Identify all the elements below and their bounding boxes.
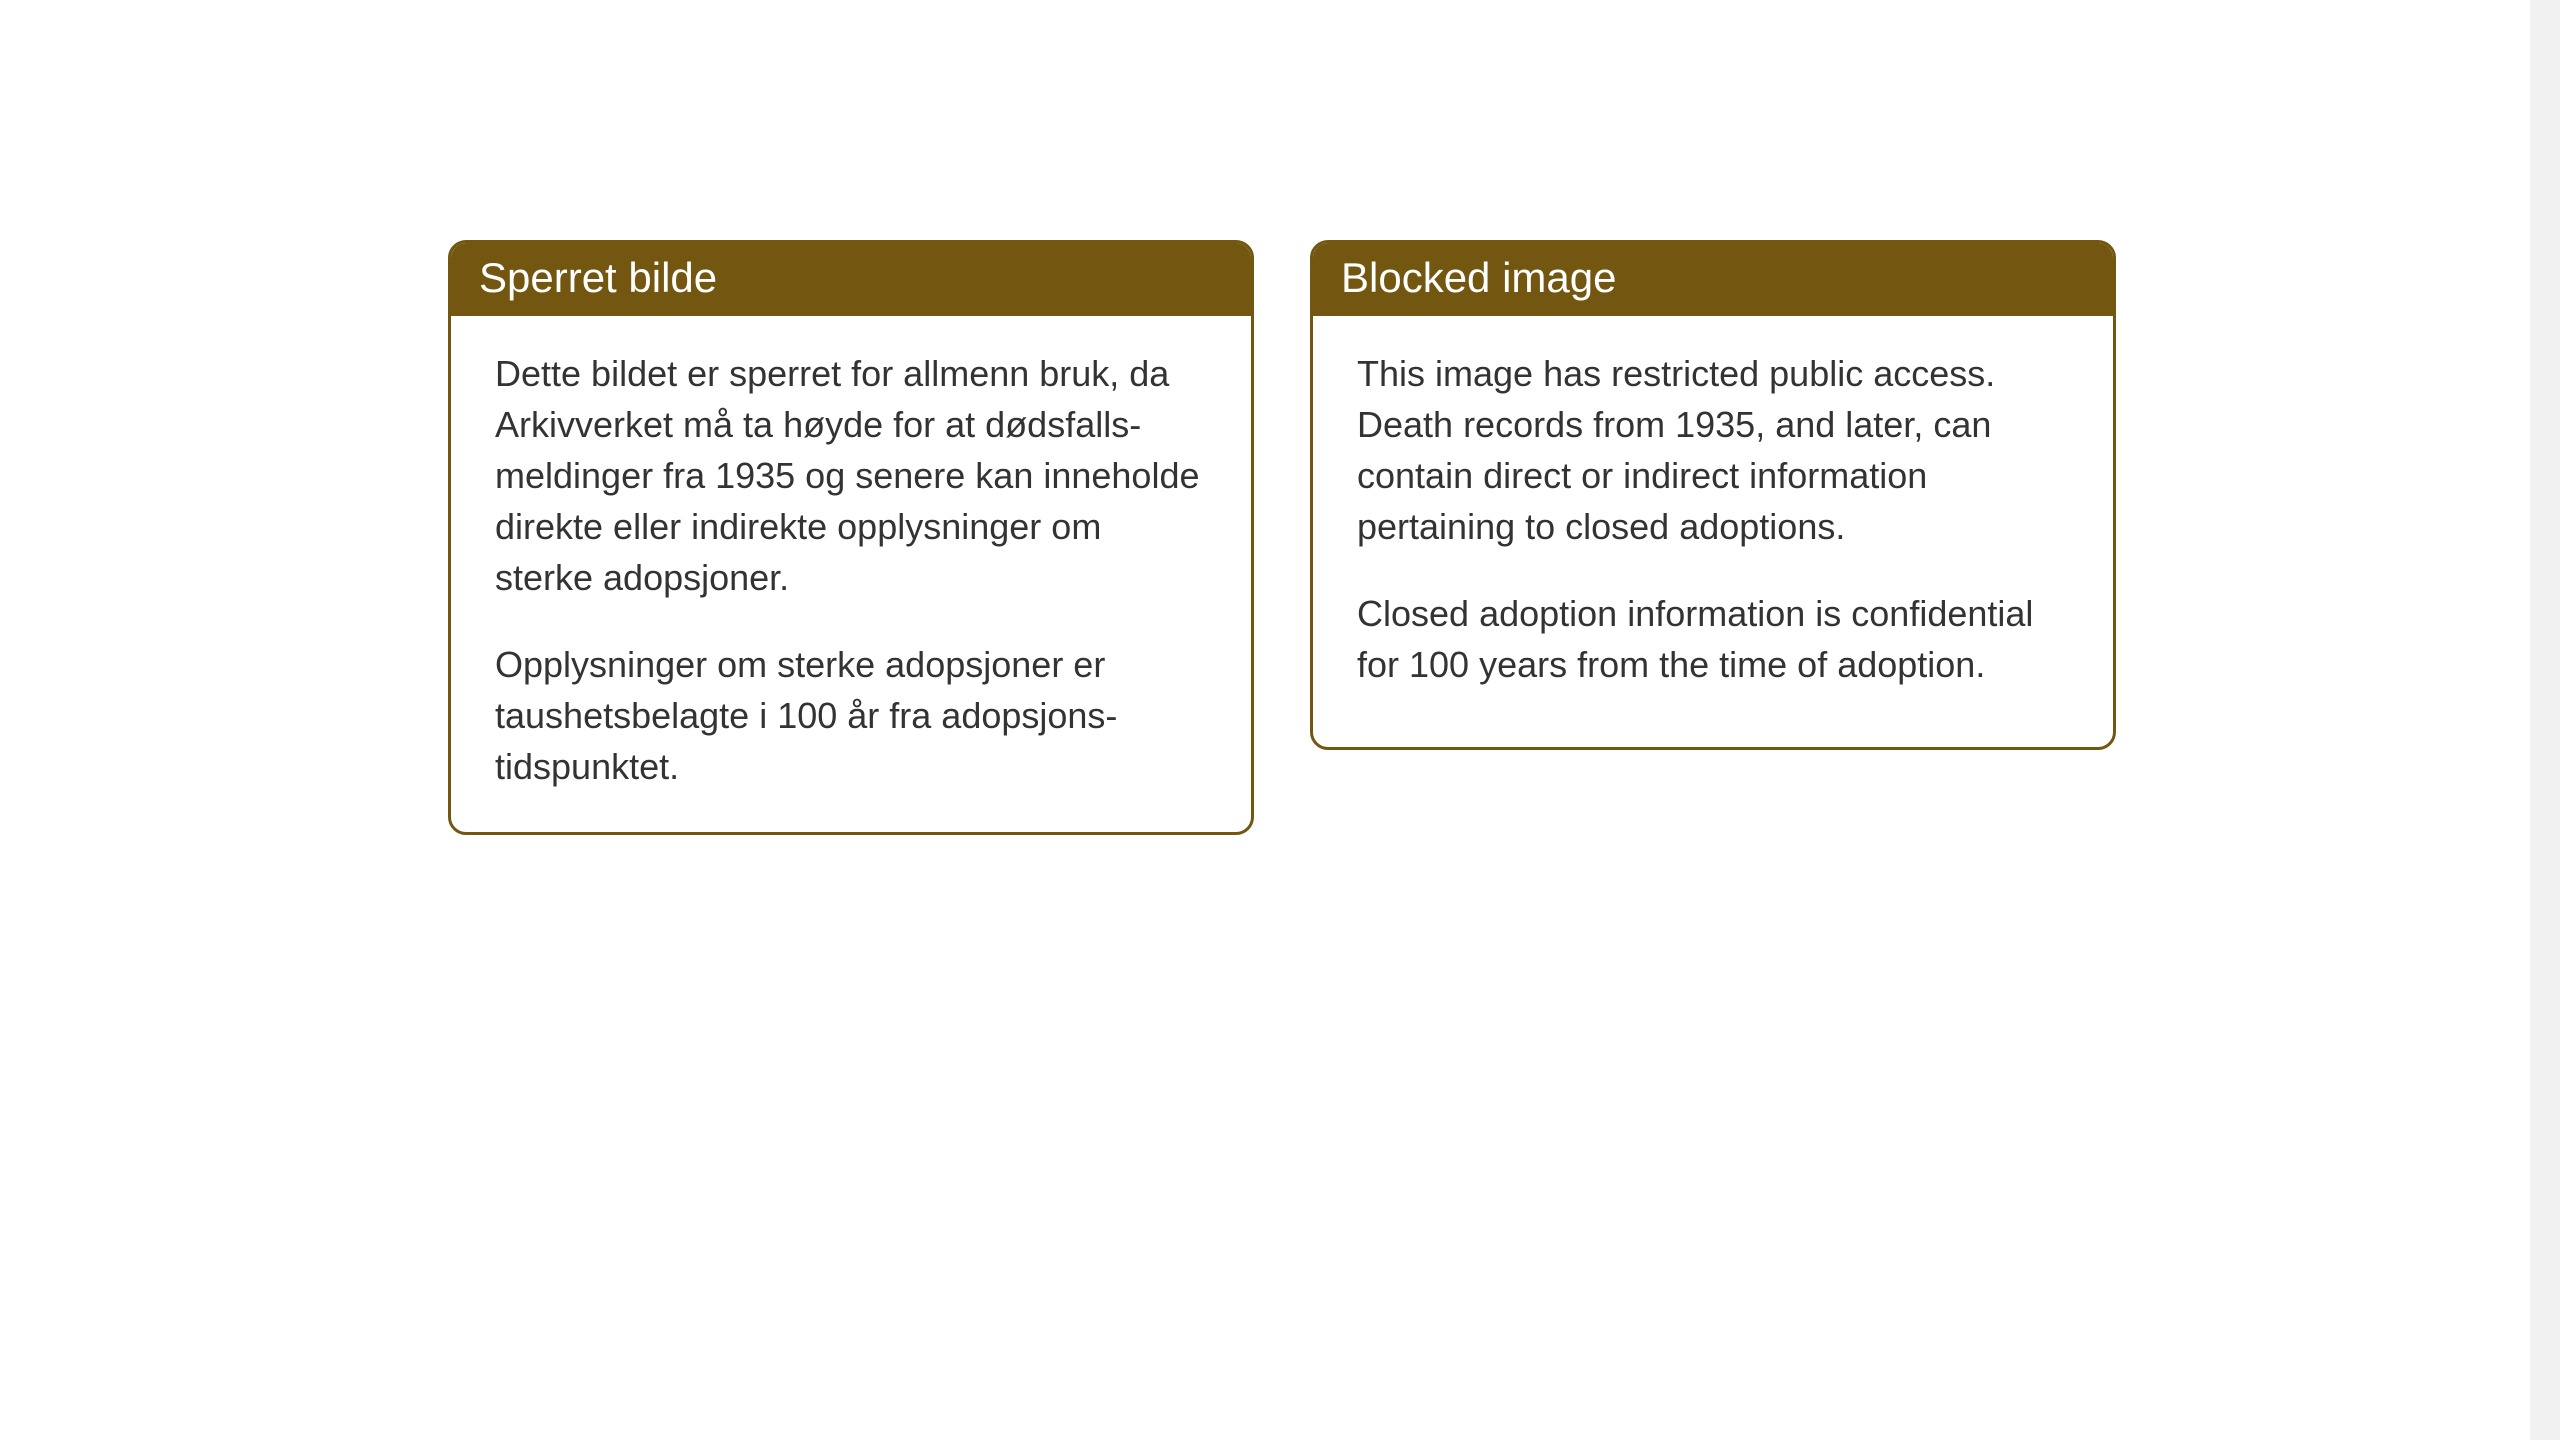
card-title-english: Blocked image	[1341, 254, 1616, 301]
scrollbar-track[interactable]	[2530, 0, 2560, 1440]
card-paragraph-1-english: This image has restricted public access.…	[1357, 348, 2069, 552]
notice-card-english: Blocked image This image has restricted …	[1310, 240, 2116, 750]
card-body-norwegian: Dette bildet er sperret for allmenn bruk…	[451, 316, 1251, 833]
card-title-norwegian: Sperret bilde	[479, 254, 717, 301]
notice-container: Sperret bilde Dette bildet er sperret fo…	[448, 240, 2116, 835]
card-header-english: Blocked image	[1313, 243, 2113, 316]
card-body-english: This image has restricted public access.…	[1313, 316, 2113, 731]
card-header-norwegian: Sperret bilde	[451, 243, 1251, 316]
card-paragraph-1-norwegian: Dette bildet er sperret for allmenn bruk…	[495, 348, 1207, 604]
notice-card-norwegian: Sperret bilde Dette bildet er sperret fo…	[448, 240, 1254, 835]
card-paragraph-2-english: Closed adoption information is confident…	[1357, 588, 2069, 690]
card-paragraph-2-norwegian: Opplysninger om sterke adopsjoner er tau…	[495, 639, 1207, 792]
